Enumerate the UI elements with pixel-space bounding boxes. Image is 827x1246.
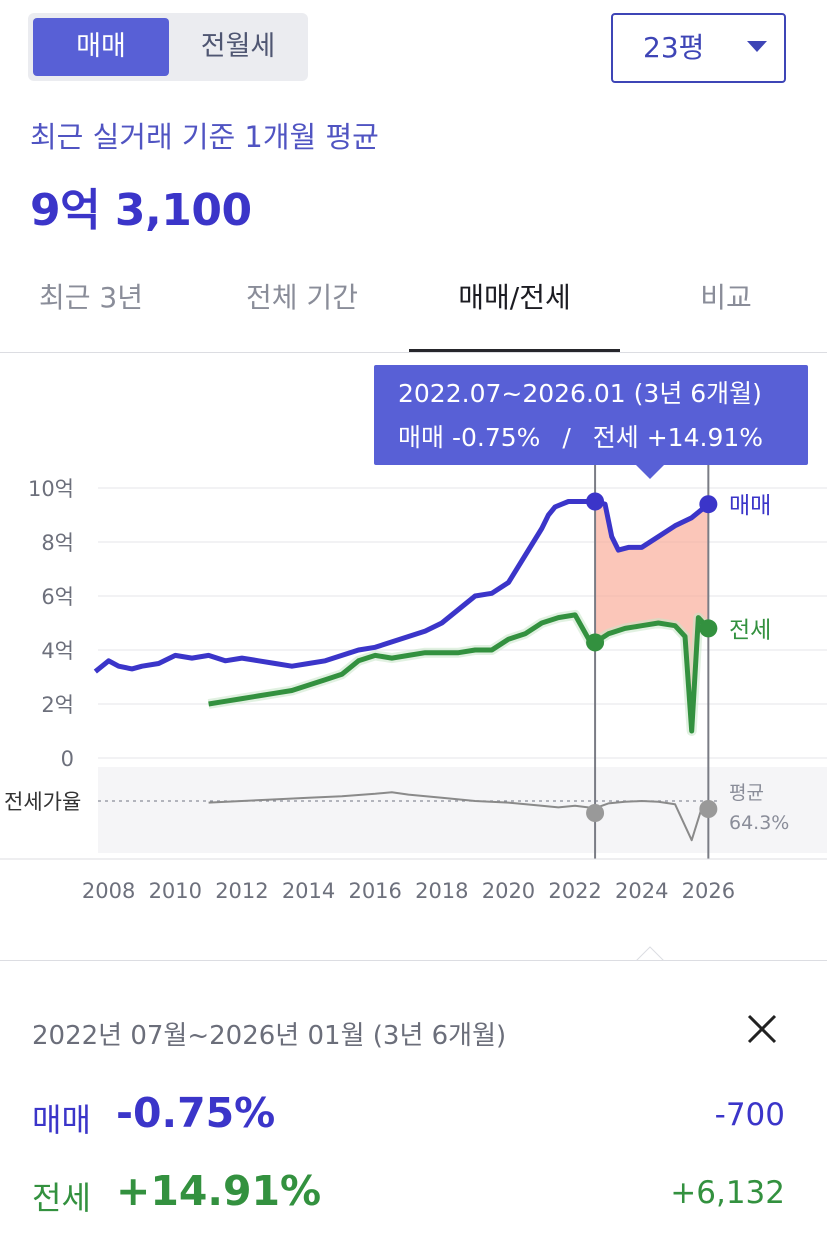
- caret-down-icon: [747, 41, 767, 52]
- tab-full-period[interactable]: 전체 기간: [246, 281, 358, 314]
- tooltip-sale-change: -0.75%: [451, 423, 541, 452]
- detail-sale-label: 매매: [32, 1101, 91, 1139]
- ratio-average-label: 평균: [729, 782, 764, 804]
- x-tick-label: 2008: [82, 879, 135, 903]
- tooltip-range: 2022.07~2026.01 (3년 6개월): [398, 379, 762, 408]
- ratio-average-value: 64.3%: [729, 812, 789, 834]
- toggle-rent-button[interactable]: 전월세: [200, 31, 276, 62]
- period-tabs: 최근 3년 전체 기간 매매/전세 비교: [0, 270, 827, 353]
- x-tick-label: 2014: [282, 879, 335, 903]
- y-tick-label: 10억: [28, 477, 74, 501]
- sale-start-marker: [586, 492, 605, 511]
- y-tick-label: 8억: [41, 531, 74, 555]
- tooltip-jeonse-change: +14.91%: [646, 423, 764, 452]
- toggle-sale-button[interactable]: 매매: [33, 18, 169, 76]
- tab-recent-3y[interactable]: 최근 3년: [39, 281, 143, 314]
- y-tick-label: 0: [61, 747, 74, 771]
- panel-notch: [636, 946, 664, 961]
- tooltip-separator: /: [562, 423, 571, 452]
- ratio-start-marker: [586, 804, 605, 822]
- tab-compare[interactable]: 비교: [700, 281, 752, 314]
- tooltip-changes: 매매 -0.75% / 전세 +14.91%: [398, 418, 763, 454]
- sale-series-label: 매매: [729, 493, 771, 519]
- price-chart[interactable]: 10억 8억 6억 4억 2억 0 전세가율 2008 2010 2012 2014 2016 2018…: [0, 355, 827, 945]
- range-tooltip: 2022.07~2026.01 (3년 6개월) 매매 -0.75% / 전세 …: [374, 365, 808, 479]
- y-tick-label: 4억: [41, 639, 74, 663]
- x-tick-label: 2024: [615, 879, 668, 903]
- ratio-line: [208, 791, 709, 842]
- jeonse-end-marker: [699, 619, 718, 638]
- tab-sale-jeonse[interactable]: 매매/전세: [409, 270, 620, 352]
- x-tick-label: 2020: [482, 879, 535, 903]
- jeonse-line[interactable]: [208, 612, 711, 734]
- x-tick-label: 2010: [149, 879, 202, 903]
- tooltip-sale-label: 매매: [398, 423, 445, 452]
- detail-jeonse-label: 전세: [32, 1179, 91, 1217]
- area-size-value: 23평: [643, 31, 705, 64]
- detail-jeonse-amount: +6,132: [670, 1175, 785, 1211]
- jeonse-range-shadow: [207, 609, 713, 736]
- area-size-dropdown[interactable]: 23평: [611, 13, 786, 83]
- detail-jeonse-change: +14.91%: [116, 1167, 322, 1215]
- range-detail-panel: 2022년 07월~2026년 01월 (3년 6개월) 매매 -0.75% -…: [0, 960, 827, 1246]
- close-icon[interactable]: [744, 1011, 780, 1047]
- jeonse-series-label: 전세: [729, 617, 771, 643]
- y-tick-label: 2억: [41, 693, 74, 717]
- tooltip-jeonse-label: 전세: [592, 423, 639, 452]
- detail-range: 2022년 07월~2026년 01월 (3년 6개월): [32, 1021, 507, 1051]
- x-tick-label: 2018: [415, 879, 468, 903]
- x-tick-label: 2026: [682, 879, 735, 903]
- ratio-panel-bg: [98, 767, 827, 853]
- highlight-band: [595, 501, 709, 727]
- ratio-end-marker: [699, 800, 718, 818]
- tooltip-arrow: [636, 465, 664, 479]
- y-tick-label: 6억: [41, 585, 74, 609]
- detail-sale-change: -0.75%: [116, 1089, 276, 1137]
- average-price: 9억 3,100: [30, 185, 252, 236]
- sale-end-marker: [699, 495, 718, 514]
- jeonse-start-marker: [586, 633, 605, 652]
- sale-line[interactable]: [93, 499, 710, 674]
- ratio-label: 전세가율: [4, 790, 81, 814]
- x-tick-label: 2012: [215, 879, 268, 903]
- x-tick-label: 2016: [348, 879, 401, 903]
- price-basis-label: 최근 실거래 기준 1개월 평균: [30, 120, 379, 154]
- trade-type-toggle: 매매 전월세: [28, 13, 308, 81]
- detail-sale-amount: -700: [714, 1097, 785, 1133]
- x-tick-label: 2022: [548, 879, 601, 903]
